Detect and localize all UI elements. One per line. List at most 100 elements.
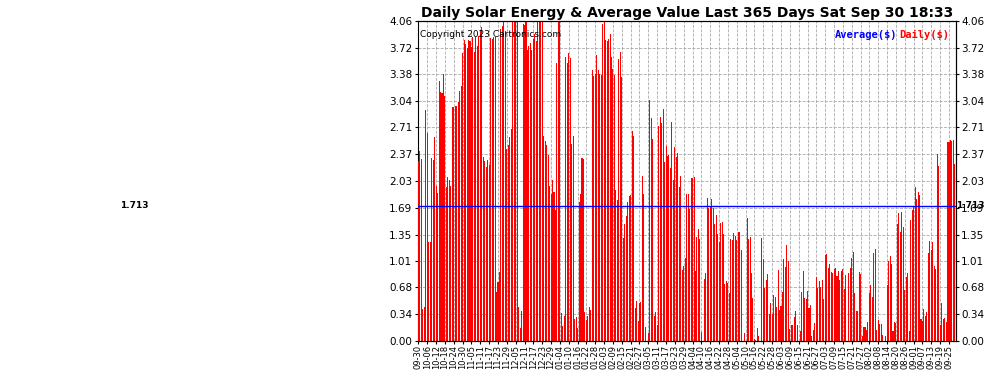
Bar <box>719 242 720 341</box>
Bar <box>936 269 937 341</box>
Bar <box>475 37 476 341</box>
Bar <box>448 180 449 341</box>
Bar <box>518 307 519 341</box>
Bar <box>704 279 705 341</box>
Bar <box>664 162 665 341</box>
Bar <box>708 208 709 341</box>
Bar <box>948 142 949 341</box>
Bar <box>783 259 784 341</box>
Bar <box>611 57 612 341</box>
Bar <box>688 194 689 341</box>
Bar <box>658 126 659 341</box>
Bar <box>477 46 478 341</box>
Bar <box>596 55 597 341</box>
Bar <box>819 281 820 341</box>
Bar <box>723 234 724 341</box>
Bar <box>768 314 769 341</box>
Bar <box>581 158 582 341</box>
Bar <box>876 330 877 341</box>
Bar <box>605 39 606 341</box>
Bar <box>580 194 581 341</box>
Bar <box>650 117 651 341</box>
Bar <box>875 249 876 341</box>
Bar <box>617 201 618 341</box>
Bar <box>722 222 723 341</box>
Bar <box>462 53 463 341</box>
Bar <box>495 37 496 341</box>
Bar <box>638 321 639 341</box>
Bar <box>532 50 533 341</box>
Bar <box>765 280 767 341</box>
Bar <box>524 25 525 341</box>
Bar <box>866 330 867 341</box>
Bar <box>613 69 614 341</box>
Bar <box>924 309 925 341</box>
Bar <box>731 238 732 341</box>
Bar <box>433 160 434 341</box>
Bar <box>647 333 648 341</box>
Bar <box>751 273 752 341</box>
Bar <box>616 190 617 341</box>
Bar <box>593 76 594 341</box>
Bar <box>429 242 430 341</box>
Bar <box>816 277 817 341</box>
Bar <box>445 96 446 341</box>
Bar <box>903 227 904 341</box>
Bar <box>561 313 562 341</box>
Bar <box>472 37 473 341</box>
Bar <box>538 21 539 341</box>
Bar <box>635 308 636 341</box>
Bar <box>514 21 515 341</box>
Bar <box>544 141 545 341</box>
Bar <box>529 46 530 341</box>
Bar <box>679 187 680 341</box>
Bar <box>695 271 696 341</box>
Bar <box>662 108 663 341</box>
Bar <box>577 328 578 341</box>
Bar <box>696 237 698 341</box>
Bar <box>583 159 584 341</box>
Bar <box>873 253 874 341</box>
Bar <box>777 270 778 341</box>
Bar <box>954 164 955 341</box>
Bar <box>858 272 859 341</box>
Bar <box>764 288 765 341</box>
Bar <box>794 317 795 341</box>
Bar <box>500 28 502 341</box>
Text: 1.713: 1.713 <box>955 201 984 210</box>
Bar <box>754 339 755 341</box>
Bar <box>633 136 635 341</box>
Bar <box>840 280 841 341</box>
Bar <box>887 285 888 341</box>
Bar <box>673 180 674 341</box>
Bar <box>713 208 714 341</box>
Bar <box>568 53 569 341</box>
Bar <box>885 336 886 341</box>
Bar <box>752 298 753 341</box>
Bar <box>686 195 687 341</box>
Bar <box>676 157 677 341</box>
Bar <box>689 209 690 341</box>
Bar <box>430 242 431 341</box>
Bar <box>542 21 543 341</box>
Bar <box>888 261 889 341</box>
Bar <box>434 137 436 341</box>
Bar <box>852 252 853 341</box>
Bar <box>698 229 699 341</box>
Bar <box>755 340 756 341</box>
Bar <box>863 327 864 341</box>
Bar <box>555 210 556 341</box>
Bar <box>892 332 894 341</box>
Text: Daily($): Daily($) <box>899 30 949 40</box>
Bar <box>953 140 954 341</box>
Bar <box>471 47 472 341</box>
Bar <box>891 264 892 341</box>
Bar <box>872 297 873 341</box>
Bar <box>710 206 711 341</box>
Bar <box>533 39 534 341</box>
Bar <box>741 250 742 341</box>
Bar <box>628 202 629 341</box>
Bar <box>527 50 528 341</box>
Bar <box>607 40 608 341</box>
Bar <box>931 250 932 341</box>
